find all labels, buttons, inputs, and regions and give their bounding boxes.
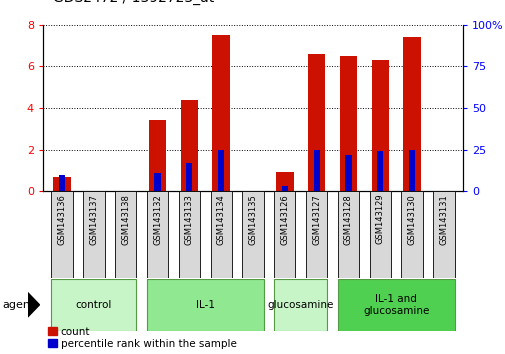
Bar [178, 191, 199, 278]
Text: glucosamine: glucosamine [267, 300, 333, 310]
Polygon shape [28, 292, 40, 318]
Bar [307, 54, 325, 191]
Bar [83, 191, 105, 278]
Bar [218, 149, 224, 191]
Text: GDS2472 / 1392723_at: GDS2472 / 1392723_at [53, 0, 214, 5]
Bar [146, 279, 263, 331]
Bar [306, 191, 327, 278]
Text: agent: agent [3, 300, 35, 310]
Bar [59, 175, 65, 191]
Text: GSM143127: GSM143127 [312, 194, 321, 245]
Text: IL-1: IL-1 [195, 300, 214, 310]
Bar [337, 279, 453, 331]
Bar [369, 191, 390, 278]
Bar [242, 191, 263, 278]
Bar [281, 186, 287, 191]
Bar [376, 151, 383, 191]
Text: GSM143126: GSM143126 [280, 194, 289, 245]
Bar [210, 191, 231, 278]
Bar [146, 191, 168, 278]
Text: GSM143130: GSM143130 [407, 194, 416, 245]
Bar [400, 191, 422, 278]
Text: GSM143138: GSM143138 [121, 194, 130, 245]
Bar [337, 191, 359, 278]
Text: GSM143132: GSM143132 [153, 194, 162, 245]
Text: GSM143136: GSM143136 [58, 194, 67, 245]
Bar [313, 149, 319, 191]
Text: control: control [76, 300, 112, 310]
Bar [52, 191, 73, 278]
Legend: count, percentile rank within the sample: count, percentile rank within the sample [48, 327, 236, 349]
Bar [52, 279, 136, 331]
Bar [339, 56, 357, 191]
Bar [53, 177, 71, 191]
Bar [345, 155, 351, 191]
Text: GSM143128: GSM143128 [343, 194, 352, 245]
Bar [276, 172, 293, 191]
Text: GSM143133: GSM143133 [184, 194, 193, 245]
Bar [212, 35, 229, 191]
Bar [408, 149, 414, 191]
Bar [274, 279, 327, 331]
Text: GSM143135: GSM143135 [248, 194, 257, 245]
Text: IL-1 and
glucosamine: IL-1 and glucosamine [362, 294, 429, 316]
Bar [371, 60, 388, 191]
Text: GSM143134: GSM143134 [216, 194, 225, 245]
Bar [180, 100, 198, 191]
Bar [274, 191, 295, 278]
Text: GSM143131: GSM143131 [438, 194, 447, 245]
Bar [154, 173, 160, 191]
Bar [186, 163, 192, 191]
Bar [432, 191, 453, 278]
Bar [148, 120, 166, 191]
Bar [115, 191, 136, 278]
Text: GSM143137: GSM143137 [89, 194, 98, 245]
Text: GSM143129: GSM143129 [375, 194, 384, 244]
Bar [402, 37, 420, 191]
